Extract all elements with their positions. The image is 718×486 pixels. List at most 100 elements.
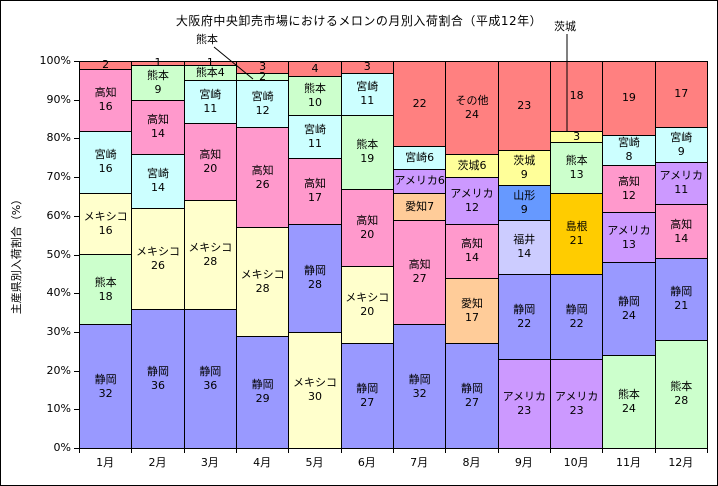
bar-segment-label: アメリカ6 (394, 174, 445, 188)
bar-segment-その他: 2 (80, 58, 132, 71)
bar-segment-宮崎: 宮崎 8 (603, 134, 655, 166)
bar-segment-静岡: 静岡 29 (236, 335, 289, 448)
bar-segment-label: 高知 16 (94, 86, 117, 114)
bar-column-5月: 4 熊本 10 宮崎 11 高知 17 静岡 28 メキシコ 30 (289, 61, 342, 448)
bar-segment-label: 高知 12 (617, 175, 640, 203)
x-tick-label: 10月 (563, 456, 589, 469)
x-tick-label: 12月 (668, 456, 694, 469)
bar-segment-label: 島根 21 (565, 219, 588, 247)
y-tick-mark (74, 448, 79, 449)
bar-segment-label: 静岡 22 (565, 302, 588, 330)
bar-segment-熊本: 熊本 24 (603, 355, 655, 448)
bar-segment-宮崎: 宮崎 16 (80, 130, 132, 193)
bar-segment-熊本: 熊本 9 (132, 64, 184, 100)
bar-segment-その他: その他 24 (446, 61, 498, 154)
bar-segment-熊本: 熊本 19 (341, 115, 393, 189)
bar-segment-label: 高知 26 (251, 163, 274, 191)
x-tick-mark (288, 449, 290, 453)
y-tick-mark (74, 293, 79, 295)
bar-segment-メキシコ: メキシコ 20 (341, 266, 393, 344)
bar-segment-label: 宮崎 9 (670, 130, 693, 158)
bar-segment-静岡: 静岡 36 (184, 308, 236, 448)
bar-column-7月: 22 宮崎6 アメリカ6 愛知7 高知 27 静岡 32 (393, 61, 447, 448)
bar-segment-label: 高知 27 (408, 258, 431, 286)
bar-segment-label: 4 (311, 62, 319, 76)
bar-segment-宮崎: 宮崎 12 (236, 80, 289, 127)
bar-segment-茨城: 茨城6 (446, 153, 498, 178)
bar-segment-label: 宮崎6 (405, 151, 435, 165)
x-tick-mark (236, 449, 237, 453)
bar-segment-label: 静岡 36 (146, 364, 169, 392)
bar-segment-静岡: 静岡 22 (498, 273, 550, 359)
y-tick-mark (74, 254, 79, 256)
bar-segment-静岡: 静岡 27 (446, 343, 498, 448)
x-tick-mark (602, 449, 604, 453)
bar-column-1月: 2 高知 16 宮崎 16 メキシコ 16 熊本 18 静岡 32 (80, 58, 133, 448)
y-tick-mark (74, 99, 79, 101)
bar-segment-高知: 高知 26 (236, 126, 289, 228)
bar-segment-label: 愛知7 (405, 199, 435, 213)
bar-segment-label: 熊本 13 (565, 153, 588, 181)
bar-segment-label: 1 (206, 56, 214, 70)
bar-segment-label: 静岡 32 (94, 372, 117, 400)
bar-segment-label: 茨城6 (457, 158, 487, 172)
bar-segment-label: 静岡 32 (408, 372, 431, 400)
x-tick-mark (393, 449, 394, 453)
bar-segment-label: メキシコ 26 (135, 244, 180, 272)
x-tick-mark (183, 449, 185, 453)
y-tick-label: 60% (46, 208, 71, 222)
bar-segment-宮崎: 宮崎 11 (184, 80, 236, 123)
bar-segment-メキシコ: メキシコ 28 (236, 227, 289, 336)
y-tick-label: 50% (46, 247, 71, 261)
y-tick-label: 70% (46, 170, 71, 184)
bar-segment-静岡: 静岡 32 (393, 324, 446, 448)
bar-segment-高知: 高知 27 (393, 219, 446, 325)
bar-segment-label: 茨城 9 (513, 153, 536, 181)
bar-segment-その他: 19 (603, 61, 655, 135)
bar-segment-label: 3 (259, 60, 267, 74)
bar-segment-その他: 3 (236, 60, 289, 74)
bar-segment-宮崎: 宮崎 11 (289, 115, 341, 158)
bar-segment-茨城: 3 (550, 130, 603, 143)
bar-segment-label: 高知 14 (146, 113, 169, 141)
bar-segment-label: 熊本 10 (303, 82, 326, 110)
bar-segment-label: 熊本4 (195, 66, 225, 80)
bar-segment-宮崎: 宮崎 9 (655, 126, 707, 162)
x-tick-label: 2月 (148, 456, 167, 469)
bar-segment-label: 高知 14 (670, 217, 693, 245)
bar-segment-高知: 高知 17 (289, 157, 341, 224)
x-tick-mark (707, 449, 708, 453)
bar-segment-高知: 高知 12 (603, 165, 655, 212)
y-tick-label: 10% (46, 402, 71, 416)
bar-column-6月: 3 宮崎 11 熊本 19 高知 20 メキシコ 20 静岡 27 (341, 60, 394, 448)
bar-segment-福井: 福井 14 (498, 219, 550, 274)
bar-segment-label: アメリカ 11 (659, 169, 703, 197)
x-tick-mark (79, 449, 80, 453)
bar-segment-宮崎: 宮崎 14 (132, 153, 184, 209)
y-tick-mark (74, 61, 79, 62)
bar-column-4月: 3 2 宮崎 12 高知 26 メキシコ 28 静岡 29 (236, 60, 290, 448)
bar-segment-label: 3 (363, 60, 371, 74)
bar-segment-label: 宮崎 14 (146, 167, 169, 195)
x-tick-label: 7月 (410, 456, 429, 469)
bar-segment-label: メキシコ 28 (240, 268, 285, 296)
bar-segment-静岡: 静岡 36 (132, 308, 184, 448)
bar-segment-label: 宮崎 11 (356, 80, 379, 108)
bar-segment-label: 静岡 24 (617, 295, 640, 323)
bar-segment-label: 23 (517, 99, 532, 112)
bar-segment-熊本: 熊本 10 (289, 76, 341, 116)
bar-segment-label: 高知 20 (356, 213, 379, 241)
x-tick-label: 1月 (96, 456, 115, 469)
bar-segment-アメリカ: アメリカ 11 (655, 161, 707, 205)
y-tick-mark (74, 370, 79, 372)
bar-segment-アメリカ: アメリカ 13 (603, 211, 655, 263)
bar-segment-静岡: 静岡 24 (603, 262, 655, 356)
bar-segment-label: 宮崎 16 (94, 148, 117, 176)
bar-segment-label: 山形 9 (513, 188, 536, 216)
bar-segment-label: 宮崎 11 (199, 88, 222, 116)
y-tick-mark (74, 215, 79, 217)
bar-segment-静岡: 静岡 28 (289, 223, 341, 332)
bar-segment-メキシコ: メキシコ 28 (184, 200, 236, 309)
bar-segment-label: 宮崎 8 (617, 136, 640, 164)
